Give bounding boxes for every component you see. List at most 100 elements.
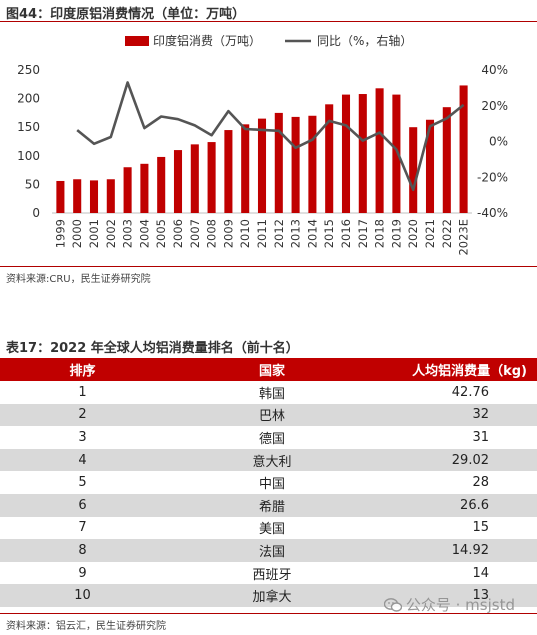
cell-consumption: 28 [379, 471, 537, 494]
bar [56, 180, 65, 213]
y-right-tick-label: -20% [477, 170, 508, 184]
y-right-tick-label: -40% [477, 206, 508, 220]
x-tick-label: 2000 [70, 219, 84, 248]
y-left-tick-label: 50 [25, 177, 40, 191]
watermark-text: 公众号 · msjstd [405, 596, 515, 614]
bar [140, 163, 149, 213]
cell-country: 西班牙 [165, 561, 379, 585]
figure-source: 资料来源:CRU，民生证券研究院 [6, 274, 151, 285]
legend-label-line: 同比（%，右轴） [317, 33, 412, 48]
cell-country: 法国 [165, 539, 379, 562]
y-left-tick-label: 200 [17, 92, 40, 106]
cell-consumption: 29.02 [379, 448, 537, 472]
x-tick-label: 2015 [322, 219, 336, 248]
bar [257, 118, 267, 213]
table-row: 2 巴林 32 [0, 403, 537, 427]
x-tick-label: 2012 [272, 219, 286, 248]
x-tick-label: 2018 [373, 219, 387, 248]
y-left-tick-label: 100 [17, 149, 40, 163]
x-tick-label: 2023E [457, 219, 471, 256]
y-right-tick-label: 0% [489, 135, 508, 149]
x-tick-label: 2008 [205, 219, 219, 248]
x-tick-label: 2014 [305, 219, 319, 248]
bar [442, 107, 451, 213]
cell-country: 美国 [165, 516, 379, 540]
legend-swatch-bar [125, 36, 149, 46]
bar [358, 94, 367, 213]
bar [341, 94, 351, 213]
x-tick-label: 2007 [188, 219, 202, 248]
bar [173, 150, 183, 213]
table-row: 6 希腊 26.6 [0, 493, 537, 517]
x-tick-label: 2002 [104, 219, 118, 248]
bar [157, 156, 166, 213]
cell-rank: 2 [0, 403, 165, 427]
x-tick-label: 2004 [137, 219, 151, 248]
cell-rank: 1 [0, 381, 165, 404]
x-tick-label: 2017 [356, 219, 370, 248]
x-tick-label: 2011 [255, 219, 269, 248]
table-row: 3 德国 31 [0, 426, 537, 449]
cell-consumption: 42.76 [379, 381, 537, 404]
table-row: 4 意大利 29.02 [0, 448, 537, 472]
cell-rank: 3 [0, 426, 165, 449]
cell-consumption: 31 [379, 426, 537, 449]
x-tick-label: 2013 [289, 219, 303, 248]
cell-country: 加拿大 [165, 584, 379, 607]
y-right-tick-label: 20% [481, 99, 508, 113]
y-right-tick-label: 40% [481, 63, 508, 77]
table-row: 10 加拿大 13 [0, 584, 537, 607]
x-tick-label: 2021 [423, 219, 437, 248]
bar [241, 124, 250, 213]
source-rule [0, 266, 537, 267]
cell-rank: 4 [0, 448, 165, 472]
bar [308, 115, 317, 213]
header-consumption: 人均铝消费量（kg) [379, 358, 537, 381]
table-bottom-rule [0, 613, 537, 614]
legend: 印度铝消费（万吨） 同比（%，右轴） [125, 33, 412, 48]
bar [106, 179, 115, 213]
bar [73, 179, 82, 213]
y-left-tick-label: 0 [32, 206, 40, 220]
bar [190, 144, 199, 213]
watermark: 公众号 · msjstd [383, 594, 515, 615]
cell-consumption: 15 [379, 516, 537, 540]
cell-consumption: 14.92 [379, 539, 537, 562]
cell-consumption: 14 [379, 561, 537, 585]
cell-consumption: 26.6 [379, 493, 537, 517]
chart-area: 印度铝消费（万吨） 同比（%，右轴） 0 50 100 150 200 250 -40% -2… [17, 33, 508, 256]
x-tick-label: 2019 [389, 219, 403, 248]
cell-rank: 8 [0, 539, 165, 562]
bar [89, 180, 99, 213]
cell-country: 中国 [165, 471, 379, 494]
table-row: 5 中国 28 [0, 471, 537, 494]
bar [207, 142, 216, 213]
x-tick-label: 2003 [121, 219, 135, 248]
cell-country: 希腊 [165, 493, 379, 517]
title-rule [0, 21, 537, 22]
bar-series [56, 85, 468, 213]
legend-label-bar: 印度铝消费（万吨） [153, 33, 261, 48]
bar [274, 112, 283, 213]
bar [325, 104, 334, 213]
cell-consumption: 13 [379, 584, 537, 607]
table-header-row: 排序 国家 人均铝消费量（kg) [0, 358, 537, 381]
cell-rank: 6 [0, 493, 165, 517]
table-row: 9 西班牙 14 [0, 561, 537, 585]
bar [409, 127, 418, 213]
x-tick-label: 2020 [406, 219, 420, 248]
header-country: 国家 [165, 358, 379, 381]
x-tick-label: 2009 [221, 219, 235, 248]
x-tick-label: 2022 [440, 219, 454, 248]
table-source: 资料来源：铝云汇，民生证券研究院 [6, 621, 166, 632]
bar [291, 116, 300, 213]
y-left-tick-label: 250 [17, 63, 40, 77]
cell-country: 巴林 [165, 403, 379, 427]
x-tick-label: 2006 [171, 219, 185, 248]
header-rank: 排序 [0, 358, 165, 381]
cell-country: 韩国 [165, 381, 379, 404]
wechat-icon [383, 598, 402, 612]
bar [224, 130, 233, 213]
cell-rank: 7 [0, 516, 165, 540]
